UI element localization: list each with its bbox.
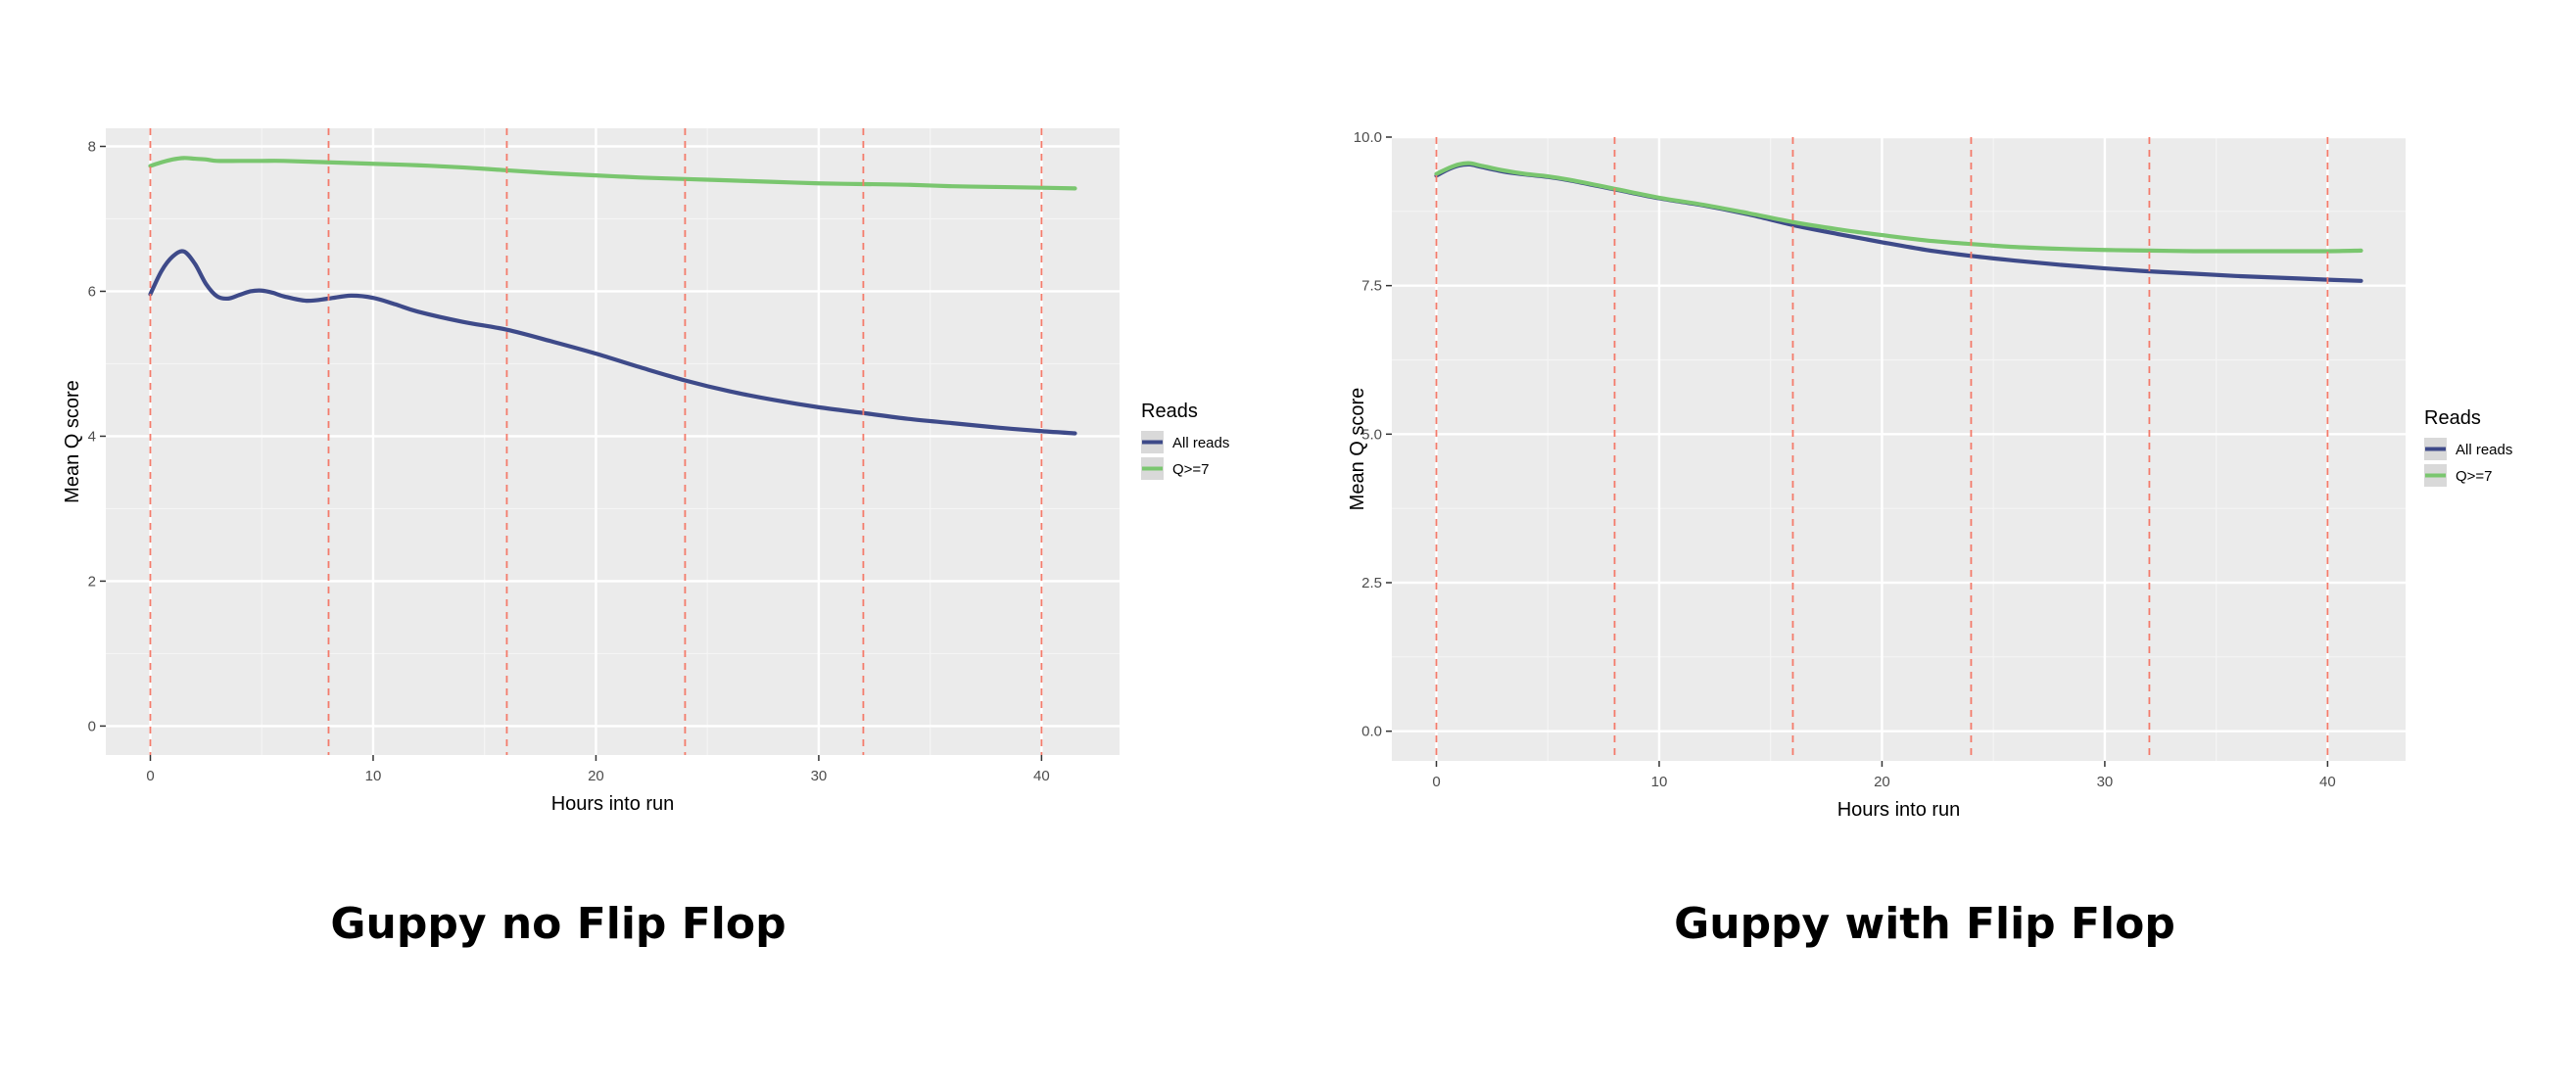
right-series-q7-line bbox=[1434, 161, 2363, 254]
left-y-tick-label: 0 bbox=[88, 718, 96, 734]
left-y-tick-label: 2 bbox=[88, 573, 96, 590]
right-legend-label: Q>=7 bbox=[2456, 468, 2493, 485]
left-series-q7-line bbox=[148, 156, 1077, 191]
left-y-axis-label: Mean Q score bbox=[62, 380, 83, 503]
right-x-tick-label: 10 bbox=[1651, 774, 1668, 790]
chart-panel-right: 0 10 20 30 40 0.0 2.5 5.0 7.5 10.0 Hours into run M… bbox=[1288, 0, 2576, 1087]
right-y-axis-label: Mean Q score bbox=[1347, 388, 1368, 511]
right-legend-title: Reads bbox=[2424, 407, 2481, 429]
right-legend-label: All reads bbox=[2456, 442, 2512, 458]
chart-right: 0 10 20 30 40 0.0 2.5 5.0 7.5 10.0 Hours into run M… bbox=[1347, 129, 2512, 821]
left-y-tick-label: 6 bbox=[88, 283, 96, 300]
left-legend-title: Reads bbox=[1141, 401, 1198, 422]
right-y-tick-label: 0.0 bbox=[1361, 724, 1382, 740]
right-y-tick-label: 5.0 bbox=[1361, 426, 1382, 443]
caption-right: Guppy with Flip Flop bbox=[1674, 899, 2175, 949]
caption-left: Guppy no Flip Flop bbox=[330, 899, 787, 949]
right-x-axis-label: Hours into run bbox=[1837, 799, 1961, 821]
left-legend-label: Q>=7 bbox=[1172, 461, 1210, 478]
left-plot-background bbox=[106, 128, 1120, 755]
chart-panel-left: 0 10 20 30 40 0 2 4 6 8 Hours into run Mean Q score… bbox=[0, 0, 1273, 1087]
right-x-tick-label: 30 bbox=[2097, 774, 2114, 790]
left-x-axis-label: Hours into run bbox=[551, 793, 675, 815]
right-x-tick-label: 20 bbox=[1874, 774, 1890, 790]
left-x-tick-label: 30 bbox=[811, 768, 828, 784]
right-x-tick-label: 40 bbox=[2319, 774, 2336, 790]
right-y-tick-label: 7.5 bbox=[1361, 278, 1382, 295]
left-x-tick-label: 10 bbox=[365, 768, 382, 784]
left-y-tick-label: 8 bbox=[88, 138, 96, 155]
left-series-all-reads-line bbox=[148, 249, 1077, 436]
right-x-tick-label: 0 bbox=[1432, 774, 1440, 790]
left-x-tick-label: 20 bbox=[588, 768, 604, 784]
left-legend-label: All reads bbox=[1172, 435, 1229, 451]
chart-left: 0 10 20 30 40 0 2 4 6 8 Hours into run Mean Q score… bbox=[62, 128, 1229, 815]
right-y-tick-label: 10.0 bbox=[1354, 129, 1382, 146]
right-plot-background bbox=[1392, 137, 2406, 761]
right-y-tick-label: 2.5 bbox=[1361, 575, 1382, 591]
left-x-tick-label: 0 bbox=[146, 768, 154, 784]
left-y-tick-label: 4 bbox=[88, 428, 96, 445]
left-x-tick-label: 40 bbox=[1033, 768, 1050, 784]
